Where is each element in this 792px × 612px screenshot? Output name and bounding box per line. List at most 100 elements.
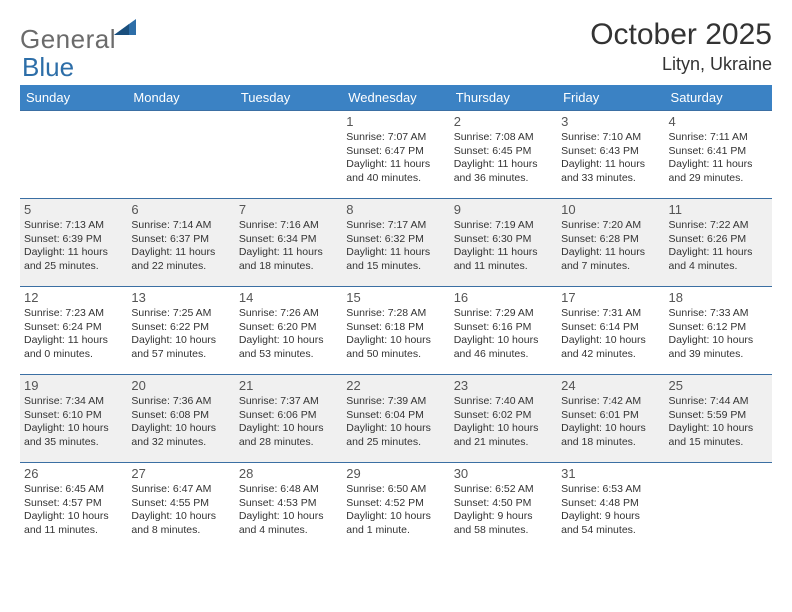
calendar-row: 12Sunrise: 7:23 AMSunset: 6:24 PMDayligh… (20, 287, 772, 375)
detail-line: Sunset: 6:37 PM (131, 233, 230, 247)
day-number: 29 (346, 466, 445, 481)
day-number: 23 (454, 378, 553, 393)
day-number: 18 (669, 290, 768, 305)
day-number: 3 (561, 114, 660, 129)
day-details: Sunrise: 6:53 AMSunset: 4:48 PMDaylight:… (561, 483, 660, 538)
detail-line: and 58 minutes. (454, 524, 553, 538)
detail-line: Daylight: 10 hours (239, 334, 338, 348)
day-details: Sunrise: 7:13 AMSunset: 6:39 PMDaylight:… (24, 219, 123, 274)
detail-line: Daylight: 11 hours (561, 246, 660, 260)
detail-line: Sunrise: 7:42 AM (561, 395, 660, 409)
detail-line: Daylight: 11 hours (454, 246, 553, 260)
calendar-cell: 30 Sunrise: 6:52 AMSunset: 4:50 PMDayligh… (450, 463, 557, 551)
detail-line: Sunrise: 7:44 AM (669, 395, 768, 409)
detail-line: Daylight: 10 hours (131, 422, 230, 436)
calendar-cell (20, 111, 127, 199)
day-details: Sunrise: 6:52 AMSunset: 4:50 PMDaylight:… (454, 483, 553, 538)
detail-line: Daylight: 10 hours (24, 422, 123, 436)
detail-line: Sunrise: 7:08 AM (454, 131, 553, 145)
detail-line: Daylight: 10 hours (669, 422, 768, 436)
detail-line: Sunrise: 7:40 AM (454, 395, 553, 409)
day-details: Sunrise: 7:19 AMSunset: 6:30 PMDaylight:… (454, 219, 553, 274)
detail-line: Sunset: 6:30 PM (454, 233, 553, 247)
detail-line: Daylight: 9 hours (561, 510, 660, 524)
logo: General (20, 18, 138, 55)
detail-line: Daylight: 11 hours (239, 246, 338, 260)
detail-line: and 18 minutes. (239, 260, 338, 274)
detail-line: Sunrise: 7:34 AM (24, 395, 123, 409)
detail-line: and 4 minutes. (669, 260, 768, 274)
detail-line: Sunrise: 7:13 AM (24, 219, 123, 233)
day-details: Sunrise: 7:22 AMSunset: 6:26 PMDaylight:… (669, 219, 768, 274)
calendar-cell (127, 111, 234, 199)
day-details: Sunrise: 7:44 AMSunset: 5:59 PMDaylight:… (669, 395, 768, 450)
calendar-cell: 26Sunrise: 6:45 AMSunset: 4:57 PMDayligh… (20, 463, 127, 551)
detail-line: Daylight: 9 hours (454, 510, 553, 524)
day-header: Saturday (665, 85, 772, 111)
day-header: Sunday (20, 85, 127, 111)
day-number: 9 (454, 202, 553, 217)
detail-line: Sunrise: 6:48 AM (239, 483, 338, 497)
day-details: Sunrise: 7:31 AMSunset: 6:14 PMDaylight:… (561, 307, 660, 362)
day-details: Sunrise: 7:36 AMSunset: 6:08 PMDaylight:… (131, 395, 230, 450)
detail-line: Sunrise: 6:45 AM (24, 483, 123, 497)
calendar-row: 19Sunrise: 7:34 AMSunset: 6:10 PMDayligh… (20, 375, 772, 463)
detail-line: and 46 minutes. (454, 348, 553, 362)
day-details: Sunrise: 7:28 AMSunset: 6:18 PMDaylight:… (346, 307, 445, 362)
day-number: 8 (346, 202, 445, 217)
calendar-cell: 24Sunrise: 7:42 AMSunset: 6:01 PMDayligh… (557, 375, 664, 463)
detail-line: Sunset: 6:18 PM (346, 321, 445, 335)
page-title: October 2025 (590, 18, 772, 52)
calendar-cell: 19Sunrise: 7:34 AMSunset: 6:10 PMDayligh… (20, 375, 127, 463)
day-number: 2 (454, 114, 553, 129)
day-details: Sunrise: 6:47 AMSunset: 4:55 PMDaylight:… (131, 483, 230, 538)
detail-line: Sunset: 6:26 PM (669, 233, 768, 247)
detail-line: Daylight: 11 hours (454, 158, 553, 172)
header: General October 2025 Lityn, Ukraine (20, 18, 772, 75)
detail-line: and 35 minutes. (24, 436, 123, 450)
detail-line: and 42 minutes. (561, 348, 660, 362)
calendar-cell: 11 Sunrise: 7:22 AMSunset: 6:26 PMDayligh… (665, 199, 772, 287)
calendar-cell: 29Sunrise: 6:50 AMSunset: 4:52 PMDayligh… (342, 463, 449, 551)
detail-line: and 40 minutes. (346, 172, 445, 186)
calendar-body: 1Sunrise: 7:07 AMSunset: 6:47 PMDaylight… (20, 111, 772, 551)
detail-line: Sunset: 6:04 PM (346, 409, 445, 423)
detail-line: Sunrise: 6:53 AM (561, 483, 660, 497)
detail-line: Sunrise: 7:28 AM (346, 307, 445, 321)
detail-line: Sunset: 6:28 PM (561, 233, 660, 247)
day-number: 6 (131, 202, 230, 217)
detail-line: Sunset: 4:52 PM (346, 497, 445, 511)
calendar-table: SundayMondayTuesdayWednesdayThursdayFrid… (20, 85, 772, 551)
day-details: Sunrise: 7:16 AMSunset: 6:34 PMDaylight:… (239, 219, 338, 274)
detail-line: and 15 minutes. (669, 436, 768, 450)
detail-line: Sunrise: 7:19 AM (454, 219, 553, 233)
detail-line: Daylight: 11 hours (24, 334, 123, 348)
calendar-cell: 20Sunrise: 7:36 AMSunset: 6:08 PMDayligh… (127, 375, 234, 463)
day-number: 11 (669, 202, 768, 217)
day-number: 7 (239, 202, 338, 217)
calendar-cell: 25Sunrise: 7:44 AMSunset: 5:59 PMDayligh… (665, 375, 772, 463)
day-number: 14 (239, 290, 338, 305)
detail-line: Sunrise: 7:07 AM (346, 131, 445, 145)
day-header: Wednesday (342, 85, 449, 111)
day-details: Sunrise: 7:40 AMSunset: 6:02 PMDaylight:… (454, 395, 553, 450)
day-number: 22 (346, 378, 445, 393)
detail-line: Daylight: 10 hours (24, 510, 123, 524)
day-number: 31 (561, 466, 660, 481)
day-header: Monday (127, 85, 234, 111)
logo-word1: General (20, 24, 116, 55)
detail-line: Daylight: 10 hours (131, 510, 230, 524)
day-number: 24 (561, 378, 660, 393)
day-details: Sunrise: 7:11 AMSunset: 6:41 PMDaylight:… (669, 131, 768, 186)
day-details: Sunrise: 7:17 AMSunset: 6:32 PMDaylight:… (346, 219, 445, 274)
detail-line: Sunrise: 7:37 AM (239, 395, 338, 409)
calendar-cell: 17Sunrise: 7:31 AMSunset: 6:14 PMDayligh… (557, 287, 664, 375)
day-number: 13 (131, 290, 230, 305)
detail-line: Daylight: 10 hours (239, 510, 338, 524)
day-number: 30 (454, 466, 553, 481)
day-details: Sunrise: 7:25 AMSunset: 6:22 PMDaylight:… (131, 307, 230, 362)
title-block: October 2025 Lityn, Ukraine (590, 18, 772, 75)
calendar-cell: 23 Sunrise: 7:40 AMSunset: 6:02 PMDayligh… (450, 375, 557, 463)
detail-line: Sunset: 6:43 PM (561, 145, 660, 159)
detail-line: Sunrise: 7:39 AM (346, 395, 445, 409)
